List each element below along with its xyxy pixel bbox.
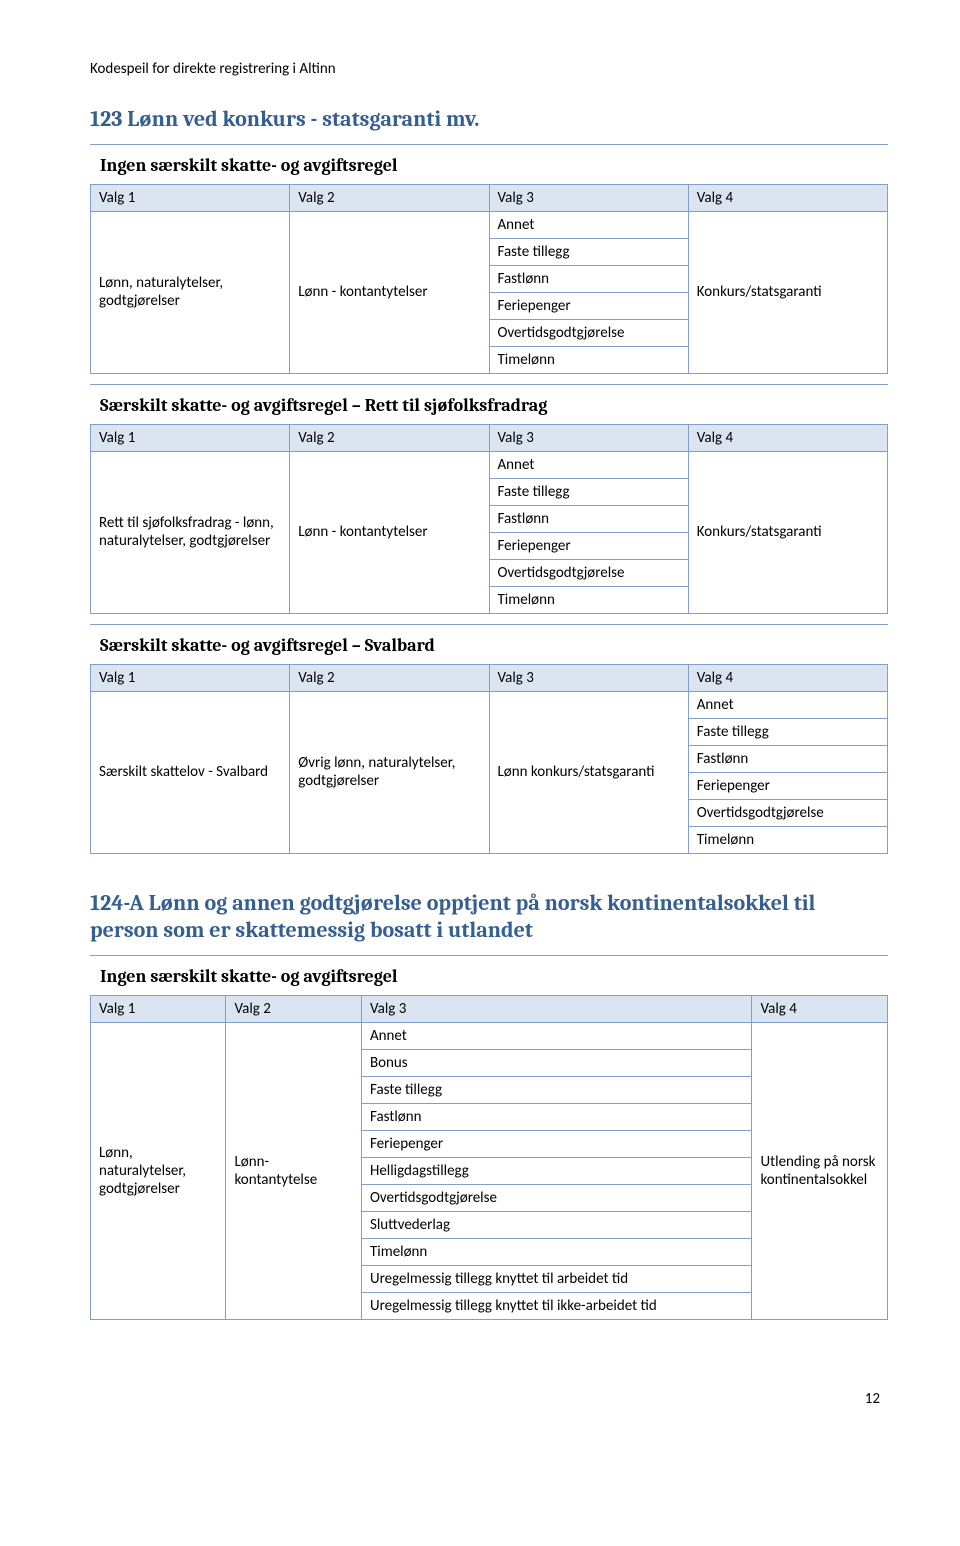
cell: Konkurs/statsgaranti xyxy=(688,211,887,373)
cell: Øvrig lønn, naturalytelser, godtgjørelse… xyxy=(290,691,489,853)
section-124a-title: 124-A Lønn og annen godtgjørelse opptjen… xyxy=(90,890,888,945)
cell: Fastlønn xyxy=(489,505,688,532)
col-header: Valg 3 xyxy=(489,664,688,691)
cell: Annet xyxy=(688,691,887,718)
cell: Annet xyxy=(361,1022,752,1049)
cell: Uregelmessig tillegg knyttet til arbeide… xyxy=(361,1265,752,1292)
cell: Timelønn xyxy=(489,586,688,613)
table-row: Lønn, naturalytelser, godtgjørelser Lønn… xyxy=(91,211,888,238)
page: Kodespeil for direkte registrering i Alt… xyxy=(0,0,960,1448)
table-row: Rett til sjøfolksfradrag - lønn, natural… xyxy=(91,451,888,478)
col-header: Valg 4 xyxy=(688,664,887,691)
table-123-block0: Valg 1 Valg 2 Valg 3 Valg 4 Lønn, natura… xyxy=(90,184,888,374)
cell: Annet xyxy=(489,451,688,478)
cell: Fastlønn xyxy=(489,265,688,292)
table-123-block2: Valg 1 Valg 2 Valg 3 Valg 4 Særskilt ska… xyxy=(90,664,888,854)
table-124a: Valg 1 Valg 2 Valg 3 Valg 4 Lønn, natura… xyxy=(90,995,888,1320)
cell: Sluttvederlag xyxy=(361,1211,752,1238)
cell: Lønn, naturalytelser, godtgjørelser xyxy=(91,1022,226,1319)
col-header: Valg 1 xyxy=(91,995,226,1022)
cell: Feriepenger xyxy=(489,532,688,559)
col-header: Valg 4 xyxy=(688,184,887,211)
cell: Faste tillegg xyxy=(361,1076,752,1103)
col-header: Valg 1 xyxy=(91,184,290,211)
col-header: Valg 3 xyxy=(489,184,688,211)
cell: Timelønn xyxy=(361,1238,752,1265)
cell: Særskilt skattelov - Svalbard xyxy=(91,691,290,853)
cell: Overtidsgodtgjørelse xyxy=(688,799,887,826)
cell: Overtidsgodtgjørelse xyxy=(361,1184,752,1211)
cell: Feriepenger xyxy=(489,292,688,319)
col-header: Valg 1 xyxy=(91,424,290,451)
col-header: Valg 2 xyxy=(290,664,489,691)
subsection-title: Ingen særskilt skatte- og avgiftsregel xyxy=(90,144,888,184)
subsection-title: Særskilt skatte- og avgiftsregel – Svalb… xyxy=(90,624,888,664)
cell: Lønn- kontantytelse xyxy=(226,1022,361,1319)
cell: Lønn, naturalytelser, godtgjørelser xyxy=(91,211,290,373)
page-number: 12 xyxy=(90,1390,888,1408)
document-header: Kodespeil for direkte registrering i Alt… xyxy=(90,60,888,78)
table-row: Særskilt skattelov - Svalbard Øvrig lønn… xyxy=(91,691,888,718)
col-header: Valg 2 xyxy=(290,424,489,451)
cell: Timelønn xyxy=(688,826,887,853)
cell: Fastlønn xyxy=(688,745,887,772)
cell: Fastlønn xyxy=(361,1103,752,1130)
cell: Feriepenger xyxy=(361,1130,752,1157)
section-123-title: 123 Lønn ved konkurs - statsgaranti mv. xyxy=(90,106,888,134)
cell: Lønn - kontantytelser xyxy=(290,451,489,613)
cell: Lønn - kontantytelser xyxy=(290,211,489,373)
table-row: Lønn, naturalytelser, godtgjørelser Lønn… xyxy=(91,1022,888,1049)
col-header: Valg 1 xyxy=(91,664,290,691)
cell: Lønn konkurs/statsgaranti xyxy=(489,691,688,853)
cell: Overtidsgodtgjørelse xyxy=(489,559,688,586)
cell: Uregelmessig tillegg knyttet til ikke-ar… xyxy=(361,1292,752,1319)
subsection-title: Særskilt skatte- og avgiftsregel – Rett … xyxy=(90,384,888,424)
table-header-row: Valg 1 Valg 2 Valg 3 Valg 4 xyxy=(91,424,888,451)
cell: Utlending på norsk kontinentalsokkel xyxy=(752,1022,888,1319)
cell: Faste tillegg xyxy=(489,238,688,265)
subsection-title: Ingen særskilt skatte- og avgiftsregel xyxy=(90,955,888,995)
cell: Annet xyxy=(489,211,688,238)
cell: Timelønn xyxy=(489,346,688,373)
table-header-row: Valg 1 Valg 2 Valg 3 Valg 4 xyxy=(91,184,888,211)
cell: Konkurs/statsgaranti xyxy=(688,451,887,613)
col-header: Valg 2 xyxy=(226,995,361,1022)
cell: Overtidsgodtgjørelse xyxy=(489,319,688,346)
col-header: Valg 3 xyxy=(489,424,688,451)
cell: Faste tillegg xyxy=(489,478,688,505)
cell: Helligdagstillegg xyxy=(361,1157,752,1184)
col-header: Valg 2 xyxy=(290,184,489,211)
cell: Feriepenger xyxy=(688,772,887,799)
cell: Rett til sjøfolksfradrag - lønn, natural… xyxy=(91,451,290,613)
col-header: Valg 4 xyxy=(752,995,888,1022)
table-header-row: Valg 1 Valg 2 Valg 3 Valg 4 xyxy=(91,664,888,691)
cell: Faste tillegg xyxy=(688,718,887,745)
col-header: Valg 3 xyxy=(361,995,752,1022)
col-header: Valg 4 xyxy=(688,424,887,451)
table-123-block1: Valg 1 Valg 2 Valg 3 Valg 4 Rett til sjø… xyxy=(90,424,888,614)
table-header-row: Valg 1 Valg 2 Valg 3 Valg 4 xyxy=(91,995,888,1022)
cell: Bonus xyxy=(361,1049,752,1076)
